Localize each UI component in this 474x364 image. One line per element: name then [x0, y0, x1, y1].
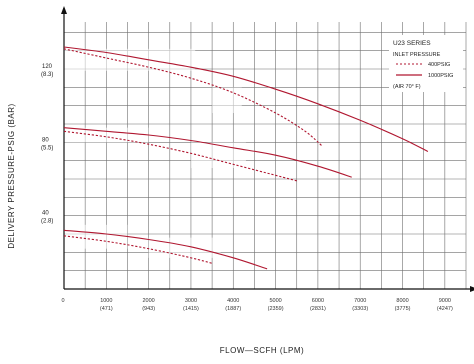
legend-subtitle: INLET PRESSURE	[393, 52, 441, 58]
chart-axes	[61, 6, 474, 292]
series-line-dashed-3	[63, 130, 297, 182]
x-tick-label: 9000	[439, 298, 451, 304]
legend-label-1000psig: 1000PSIG	[428, 73, 453, 79]
x-tick-label: 8000	[396, 298, 408, 304]
x-tick-label-metric: (2359)	[268, 306, 284, 312]
grid-label-patches	[64, 48, 246, 258]
series-line-solid-4	[63, 229, 268, 270]
series-line-solid-0	[63, 46, 429, 152]
chart-series	[63, 46, 429, 270]
x-tick-label-metric: (3303)	[352, 306, 368, 312]
grid-patch	[64, 48, 196, 71]
series-line-dashed-1	[63, 48, 323, 147]
x-tick-label-metric: (1415)	[183, 306, 199, 312]
legend-note: (AIR 70° F)	[393, 84, 421, 90]
x-axis-title: FLOW—SCFH (LPM)	[220, 346, 304, 355]
x-tick-label: 5000	[269, 298, 281, 304]
x-tick-label: 4000	[227, 298, 239, 304]
grid-patch	[64, 127, 149, 143]
legend-label-400psig: 400PSIG	[428, 62, 450, 68]
grid-patch	[64, 224, 128, 249]
x-tick-label-metric: (2831)	[310, 306, 326, 312]
x-tick-label-metric: (4247)	[437, 306, 453, 312]
y-axis-arrow	[61, 6, 67, 14]
x-tick-label: 3000	[185, 298, 197, 304]
x-tick-label-metric: (471)	[100, 306, 113, 312]
y-tick-label-metric: (2.8)	[41, 219, 53, 225]
y-tick-label-metric: (5.5)	[41, 145, 53, 151]
x-tick-label-metric: (3775)	[395, 306, 411, 312]
x-tick-label-zero: 0	[61, 298, 64, 304]
y-tick-label: 80	[42, 137, 49, 143]
legend-title: U23 SERIES	[393, 40, 431, 47]
series-line-dashed-5	[63, 235, 213, 264]
x-tick-label: 6000	[312, 298, 324, 304]
x-tick-label: 7000	[354, 298, 366, 304]
x-tick-labels: 0 1000 (471) 2000 (943) 3000 (1415) 4000 (1887) 5…	[61, 298, 452, 312]
y-tick-label: 120	[42, 64, 53, 70]
y-tick-label: 40	[42, 211, 49, 217]
series-line-solid-2	[63, 127, 352, 178]
grid-patch	[212, 87, 242, 113]
x-axis-arrow	[470, 286, 474, 292]
x-tick-label-metric: (943)	[142, 306, 155, 312]
y-tick-label-metric: (8.3)	[41, 72, 53, 78]
x-tick-label: 2000	[143, 298, 155, 304]
y-tick-labels: 120 (8.3) 80 (5.5) 40 (2.8)	[41, 64, 53, 225]
x-tick-label: 1000	[100, 298, 112, 304]
y-axis-title: DELIVERY PRESSURE-PSIG (BAR)	[7, 103, 16, 248]
grid-patch	[190, 142, 246, 168]
x-tick-label-metric: (1887)	[225, 306, 241, 312]
legend: U23 SERIES INLET PRESSURE 400PSIG 1000PS…	[389, 35, 463, 92]
